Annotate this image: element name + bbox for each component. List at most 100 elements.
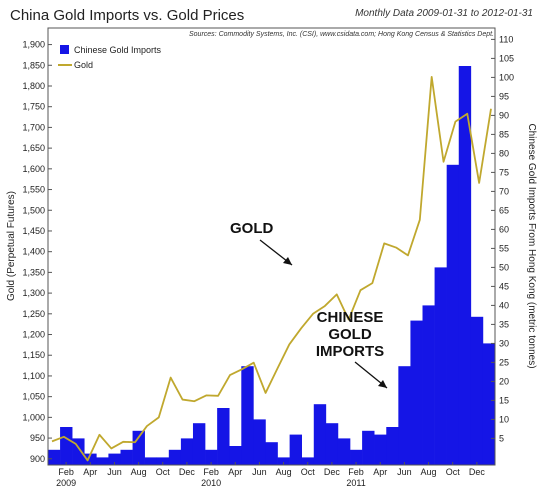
right-tick-label: 15 bbox=[499, 395, 509, 405]
bar bbox=[446, 164, 460, 466]
right-tick-label: 30 bbox=[499, 338, 509, 348]
bar bbox=[253, 419, 266, 465]
right-tick-label: 105 bbox=[499, 53, 514, 63]
x-tick-label: Dec bbox=[179, 467, 196, 477]
bar bbox=[144, 457, 158, 465]
x-tick-label: Aug bbox=[421, 467, 437, 477]
bar bbox=[374, 434, 387, 465]
legend-label-gold: Gold bbox=[74, 60, 93, 70]
bar bbox=[337, 438, 351, 465]
annotation-imports-line2: GOLD bbox=[328, 326, 371, 343]
x-tick-label: Feb bbox=[58, 467, 74, 477]
left-tick-label: 1,800 bbox=[22, 81, 45, 91]
left-tick-label: 1,350 bbox=[22, 267, 45, 277]
x-tick-label: Aug bbox=[276, 467, 292, 477]
x-year-label: 2009 bbox=[56, 478, 76, 488]
right-tick-label: 80 bbox=[499, 148, 509, 158]
bar bbox=[350, 449, 363, 465]
chart-subtitle: Monthly Data 2009-01-31 to 2012-01-31 bbox=[355, 8, 533, 19]
x-tick-label: Feb bbox=[348, 467, 364, 477]
annotations: GOLD CHINESE GOLD IMPORTS bbox=[230, 220, 388, 389]
bar bbox=[72, 438, 85, 465]
plot-frame bbox=[47, 27, 496, 466]
left-tick-label: 1,400 bbox=[22, 247, 45, 257]
x-year-label: 2010 bbox=[201, 478, 221, 488]
right-tick-label: 65 bbox=[499, 205, 509, 215]
right-tick-label: 40 bbox=[499, 300, 509, 310]
annotation-imports-line1: CHINESE bbox=[317, 309, 384, 326]
x-tick-label: Jun bbox=[107, 467, 122, 477]
bar bbox=[289, 434, 302, 465]
bar bbox=[48, 449, 61, 465]
bar bbox=[241, 366, 254, 465]
y-axis-left-label: Gold (Perpetual Futures) bbox=[6, 191, 17, 301]
x-tick-label: Oct bbox=[446, 467, 461, 477]
bar bbox=[482, 343, 496, 465]
x-year-label: 2011 bbox=[346, 478, 365, 488]
x-tick-label: Apr bbox=[228, 467, 242, 477]
chart-source: Sources: Commodity Systems, Inc. (CSI), … bbox=[189, 31, 494, 38]
x-axis-ticks: Feb Apr Jun Aug Oct Dec Feb Apr Jun Aug Oct Dec Feb A… bbox=[56, 462, 485, 488]
x-tick-label: Dec bbox=[324, 467, 341, 477]
right-tick-label: 25 bbox=[499, 357, 509, 367]
bar bbox=[386, 427, 399, 465]
left-tick-label: 1,700 bbox=[22, 122, 45, 132]
left-tick-label: 1,500 bbox=[22, 205, 45, 215]
right-tick-label: 85 bbox=[499, 129, 509, 139]
bar bbox=[84, 453, 97, 465]
left-tick-label: 1,100 bbox=[22, 371, 45, 381]
left-tick-label: 1,600 bbox=[22, 164, 45, 174]
bar bbox=[60, 427, 73, 465]
bar bbox=[470, 316, 484, 465]
left-tick-label: 900 bbox=[30, 454, 45, 464]
x-tick-label: Jun bbox=[252, 467, 267, 477]
right-tick-label: 110 bbox=[499, 34, 513, 44]
bar bbox=[192, 423, 206, 465]
x-tick-label: Oct bbox=[301, 467, 316, 477]
x-tick-label: Feb bbox=[203, 467, 219, 477]
bar bbox=[458, 66, 472, 465]
left-tick-label: 1,750 bbox=[22, 102, 45, 112]
left-tick-label: 1,250 bbox=[22, 309, 45, 319]
left-tick-label: 1,450 bbox=[22, 226, 45, 236]
x-tick-label: Apr bbox=[373, 467, 387, 477]
left-tick-label: 1,000 bbox=[22, 412, 45, 422]
bar bbox=[132, 430, 145, 465]
right-tick-label: 90 bbox=[499, 110, 509, 120]
gold-price-line bbox=[51, 75, 492, 462]
right-tick-label: 60 bbox=[499, 224, 509, 234]
y-axis-right-label: Chinese Gold Imports From Hong Kong (met… bbox=[526, 123, 537, 368]
bar bbox=[422, 305, 435, 465]
left-tick-label: 1,150 bbox=[22, 350, 45, 360]
x-tick-label: Jun bbox=[397, 467, 412, 477]
legend-label-imports: Chinese Gold Imports bbox=[74, 45, 162, 55]
bar bbox=[265, 442, 278, 465]
right-tick-label: 55 bbox=[499, 243, 509, 253]
right-tick-label: 100 bbox=[499, 72, 514, 82]
right-tick-label: 10 bbox=[499, 414, 509, 424]
bar-series bbox=[48, 66, 496, 466]
bar bbox=[301, 457, 315, 465]
left-tick-label: 1,900 bbox=[22, 40, 45, 50]
bar bbox=[156, 457, 170, 465]
bar bbox=[325, 423, 339, 465]
bar bbox=[205, 449, 218, 465]
left-tick-label: 1,050 bbox=[22, 392, 45, 402]
line-series bbox=[51, 75, 492, 462]
bar bbox=[410, 320, 423, 465]
right-tick-label: 35 bbox=[499, 319, 509, 329]
right-tick-label: 50 bbox=[499, 262, 509, 272]
x-tick-label: Aug bbox=[131, 467, 147, 477]
x-tick-label: Dec bbox=[469, 467, 486, 477]
bar bbox=[180, 438, 194, 465]
right-axis-ticks: 5 10 15 20 25 30 35 40 45 50 55 60 65 70 75 80 85 90 95 100… bbox=[491, 34, 514, 443]
left-tick-label: 950 bbox=[30, 433, 45, 443]
bar bbox=[168, 449, 182, 465]
bar bbox=[217, 408, 230, 465]
x-tick-label: Apr bbox=[83, 467, 97, 477]
bar bbox=[108, 453, 121, 465]
chart-title: China Gold Imports vs. Gold Prices bbox=[10, 7, 244, 24]
right-tick-label: 75 bbox=[499, 167, 509, 177]
